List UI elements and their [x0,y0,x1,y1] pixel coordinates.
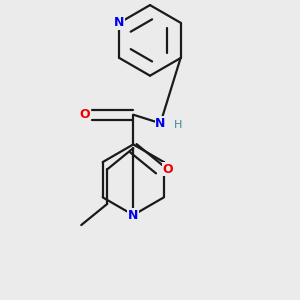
Text: H: H [174,120,182,130]
Text: N: N [155,117,166,130]
Text: O: O [79,108,90,121]
Text: N: N [128,208,139,221]
Text: N: N [114,16,124,29]
Text: O: O [162,163,173,176]
